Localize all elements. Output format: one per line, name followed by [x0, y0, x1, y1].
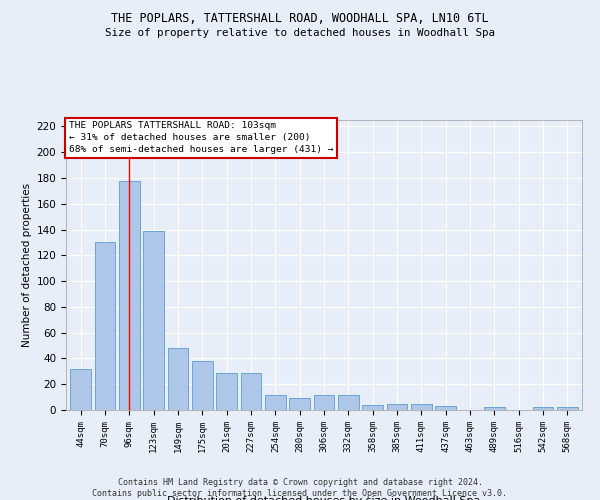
Bar: [216, 372, 237, 410]
Bar: [119, 180, 140, 410]
Text: Size of property relative to detached houses in Woodhall Spa: Size of property relative to detached ho…: [105, 28, 495, 38]
Bar: [362, 405, 383, 410]
Bar: [436, 406, 456, 410]
Bar: [411, 404, 432, 410]
Y-axis label: Number of detached properties: Number of detached properties: [22, 183, 32, 347]
Bar: [533, 408, 553, 410]
Bar: [143, 231, 164, 410]
X-axis label: Distribution of detached houses by size in Woodhall Spa: Distribution of detached houses by size …: [167, 496, 481, 500]
Bar: [70, 369, 91, 410]
Text: Contains HM Land Registry data © Crown copyright and database right 2024.
Contai: Contains HM Land Registry data © Crown c…: [92, 478, 508, 498]
Bar: [338, 394, 359, 410]
Bar: [241, 372, 262, 410]
Bar: [95, 242, 115, 410]
Bar: [265, 394, 286, 410]
Bar: [557, 408, 578, 410]
Bar: [484, 408, 505, 410]
Bar: [192, 361, 212, 410]
Bar: [167, 348, 188, 410]
Text: THE POPLARS TATTERSHALL ROAD: 103sqm
← 31% of detached houses are smaller (200)
: THE POPLARS TATTERSHALL ROAD: 103sqm ← 3…: [68, 122, 333, 154]
Bar: [289, 398, 310, 410]
Text: THE POPLARS, TATTERSHALL ROAD, WOODHALL SPA, LN10 6TL: THE POPLARS, TATTERSHALL ROAD, WOODHALL …: [111, 12, 489, 26]
Bar: [386, 404, 407, 410]
Bar: [314, 394, 334, 410]
